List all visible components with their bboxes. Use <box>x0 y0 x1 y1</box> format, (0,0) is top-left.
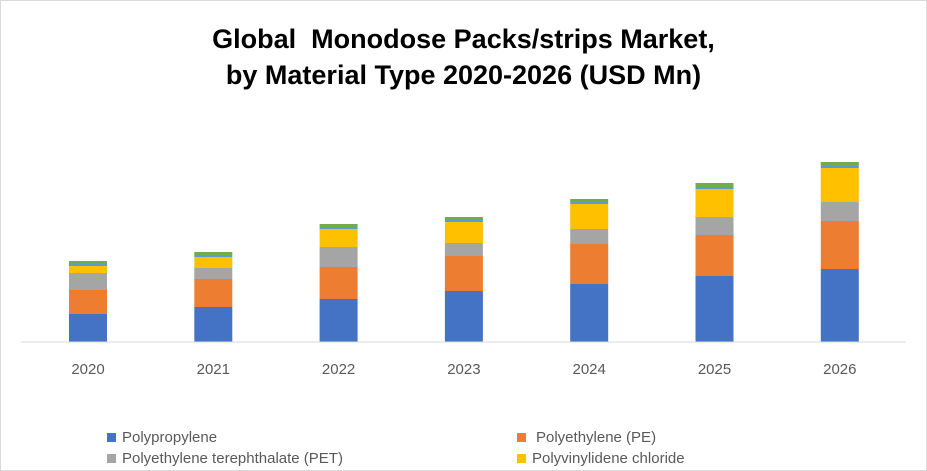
bar-segment-2020-s0 <box>69 314 107 342</box>
bar-segment-2025-s4 <box>695 187 734 189</box>
x-tick-label-2020: 2020 <box>71 361 104 378</box>
x-tick-label-2025: 2025 <box>698 361 731 378</box>
bar-segment-2025-s1 <box>695 235 734 276</box>
bar-segment-2021-s5 <box>194 252 233 255</box>
bar-segment-2023-s1 <box>444 256 483 291</box>
bar-segment-2020-s5 <box>69 261 107 264</box>
chart-title-line-2: by Material Type 2020-2026 (USD Mn) <box>225 60 702 90</box>
bar-segment-2023-s0 <box>444 291 483 342</box>
bar-segment-2025-s2 <box>695 217 734 235</box>
bar-segment-2026-s3 <box>820 168 859 202</box>
chart-title: Global Monodose Packs/strips Market, by … <box>1 21 926 93</box>
bar-segment-2022-s1 <box>319 267 358 299</box>
bar-segment-2024-s0 <box>570 284 609 342</box>
bar-segment-2023-s5 <box>444 217 483 220</box>
x-tick-label-2021: 2021 <box>197 361 230 378</box>
bar-segment-2022-s5 <box>319 224 358 227</box>
bar-segment-2024-s5 <box>570 199 609 202</box>
bar-segment-2022-s2 <box>319 247 358 267</box>
bar-segment-2022-s4 <box>319 227 358 229</box>
bar-segment-2021-s0 <box>194 307 233 342</box>
bar-segment-2021-s2 <box>194 268 233 279</box>
x-tick-label-2022: 2022 <box>322 361 355 378</box>
bar-segment-2021-s4 <box>194 255 233 257</box>
x-axis-tick-labels: 2020 2021 2022 2023 2024 2025 2026 <box>71 361 856 378</box>
bar-segment-2022-s3 <box>319 229 358 247</box>
x-tick-label-2024: 2024 <box>573 361 606 378</box>
bar-segment-2026-s0 <box>820 269 859 342</box>
bar-segment-2020-s2 <box>69 273 107 290</box>
bar-segment-2025-s5 <box>695 183 734 187</box>
bar-segment-2026-s1 <box>820 221 859 269</box>
bar-segment-2024-s2 <box>570 229 609 244</box>
bar-segment-2022-s0 <box>319 299 358 342</box>
chart-title-line-1: Global Monodose Packs/strips Market, <box>212 24 715 54</box>
x-tick-label-2023: 2023 <box>447 361 480 378</box>
bar-segment-2021-s3 <box>194 257 233 268</box>
bar-segment-2021-s1 <box>194 279 233 307</box>
bar-segment-2026-s4 <box>820 166 859 168</box>
bar-segment-2025-s3 <box>695 189 734 217</box>
bar-segment-2020-s3 <box>69 266 107 273</box>
bar-segment-2020-s1 <box>69 290 107 314</box>
bar-segment-2023-s2 <box>444 243 483 256</box>
bar-segment-2024-s1 <box>570 244 609 284</box>
bar-segment-2024-s3 <box>570 204 609 229</box>
bar-segment-2023-s3 <box>444 222 483 243</box>
x-tick-label-2026: 2026 <box>823 361 856 378</box>
bar-segment-2026-s5 <box>820 162 859 166</box>
bar-segment-2020-s4 <box>69 264 107 266</box>
bar-segment-2023-s4 <box>444 220 483 222</box>
bar-segment-2024-s4 <box>570 202 609 204</box>
bar-segment-2026-s2 <box>820 202 859 221</box>
bar-stacks <box>69 162 859 342</box>
bar-segment-2025-s0 <box>695 276 734 342</box>
